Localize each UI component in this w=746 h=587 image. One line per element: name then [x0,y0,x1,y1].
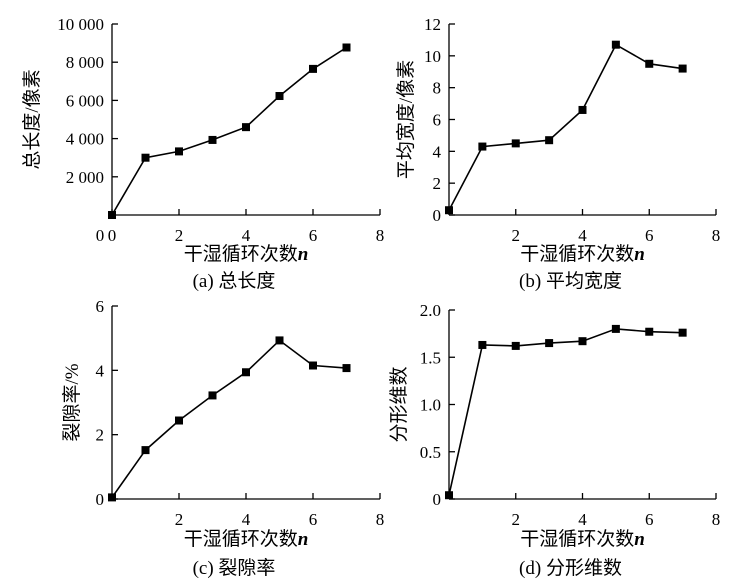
data-point-marker [309,64,317,73]
x-tick-label: 6 [309,226,318,245]
y-tick-label: 12 [424,15,441,34]
data-point-marker [678,64,687,73]
chart-panel-2: 0 2 4 6 8 10 12 2 4 6 8 干湿循环次数n 平均宽度/像素 (b) 平均宽度 [395,15,720,292]
data-point-marker [611,324,620,333]
y-tick-label: 10 000 [57,15,104,34]
y-tick-label: 6 000 [66,91,104,110]
y-tick-label: 1.5 [420,348,441,367]
chart-panel-3: 0 2 4 6 2 4 6 8 干湿循环次数n 裂隙率/% (c) 裂隙率 [61,297,384,579]
data-point-marker [678,328,687,337]
y-tick-label: 6 [433,111,442,130]
chart-panel-1: 2 000 4 000 6 000 8 000 10 000 0 2 4 6 8 0 干湿循环次数n 总… [21,15,384,292]
y-tick-label: 4 [433,142,442,161]
y-tick-label: 1.0 [420,396,441,415]
data-point-marker [511,341,520,350]
data-point-marker [645,59,654,68]
data-point-marker [342,364,351,373]
y-tick-label: 6 [96,297,105,316]
data-point-marker [511,139,520,148]
y-tick-label: 0 [433,490,442,509]
x-tick-label: 6 [309,510,318,529]
series-line [448,43,683,211]
data-point-marker [208,391,217,400]
x-tick-label: 4 [242,226,251,245]
series-line [448,328,683,496]
x-tick-label: 8 [712,226,721,245]
data-point-marker [141,446,150,455]
y-tick-label: 2 [433,174,442,193]
x-tick-label: 4 [578,510,587,529]
panel-caption: (c) 裂隙率 [193,557,276,579]
data-point-marker [645,327,654,336]
data-point-marker [141,153,150,162]
data-point-marker [275,336,284,345]
panel-caption: (b) 平均宽度 [519,270,622,292]
x-tick-label: 4 [242,510,251,529]
data-point-marker [611,40,620,49]
data-point-marker [478,142,487,151]
data-point-marker [445,206,453,215]
x-tick-label: 6 [645,226,654,245]
x-tick-label: 2 [512,226,521,245]
origin-label: 0 [96,226,105,245]
y-tick-label: 0 [433,206,442,225]
y-axis-title: 总长度/像素 [21,69,43,169]
y-axis-title: 裂隙率/% [61,363,83,441]
x-tick-label: 8 [376,226,385,245]
data-point-marker [545,339,554,348]
x-tick-label: 8 [712,510,721,529]
x-axis-title: 干湿循环次数n [184,243,309,265]
y-tick-label: 8 [433,79,442,98]
y-tick-label: 2 [96,426,105,445]
x-axis-title: 干湿循环次数n [184,528,309,550]
x-tick-label: 4 [578,226,587,245]
x-tick-label: 2 [175,510,184,529]
panel-caption: (a) 总长度 [193,270,276,292]
data-point-marker [242,123,250,132]
x-tick-label: 0 [108,226,117,245]
series-line [111,339,347,498]
y-axis-title: 分形维数 [388,366,410,442]
data-point-marker [275,92,284,101]
data-point-marker [108,493,116,502]
x-tick-label: 8 [376,510,385,529]
x-axis-title: 干湿循环次数n [520,528,645,550]
y-tick-label: 4 000 [66,130,104,149]
data-point-marker [175,416,183,425]
data-point-marker [309,361,317,370]
y-tick-label: 4 [96,361,105,380]
chart-panel-4: 0 0.5 1.0 1.5 2.0 2 4 6 8 干湿循环次数n 分形维数 (d) 分形维数 [388,301,720,579]
series-line [111,46,347,216]
y-tick-label: 2 000 [66,168,104,187]
y-tick-label: 0 [96,490,105,509]
panel-caption: (d) 分形维数 [519,557,622,579]
y-tick-label: 8 000 [66,53,104,72]
data-point-marker [545,136,554,145]
y-tick-label: 0.5 [420,443,441,462]
x-tick-label: 2 [175,226,184,245]
data-point-marker [578,337,587,346]
data-point-marker [445,491,453,500]
data-point-marker [478,340,487,349]
data-point-marker [578,105,587,114]
x-tick-label: 2 [512,510,521,529]
data-point-marker [208,135,217,144]
data-point-marker [242,368,250,377]
x-axis-title: 干湿循环次数n [520,243,645,265]
data-point-marker [342,43,351,52]
data-point-marker [108,211,116,219]
y-tick-label: 10 [424,47,441,66]
data-point-marker [175,147,183,156]
y-tick-label: 2.0 [420,301,441,320]
x-tick-label: 6 [645,510,654,529]
y-axis-title: 平均宽度/像素 [395,60,417,179]
